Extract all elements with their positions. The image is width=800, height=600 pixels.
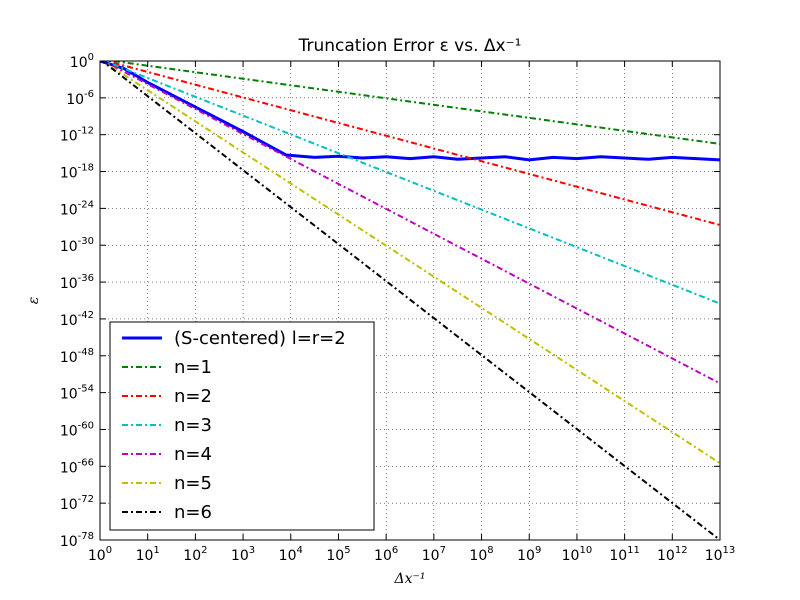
x-tick-label: 102 <box>183 545 207 564</box>
legend-label: (S-centered) l=r=2 <box>174 328 346 349</box>
x-tick-label: 109 <box>517 545 541 564</box>
legend-label: n=6 <box>174 502 212 523</box>
chart-title: Truncation Error ε vs. Δx⁻¹ <box>298 36 522 56</box>
legend-box <box>109 321 375 531</box>
series-line-n-5 <box>100 61 720 465</box>
x-tick-label: 104 <box>279 545 303 564</box>
x-tick-label: 1011 <box>609 545 640 564</box>
series-line-n-1 <box>105 61 720 145</box>
legend-label: n=5 <box>174 473 212 494</box>
y-tick-label: 10-6 <box>66 89 94 108</box>
series-line-s-centered <box>100 61 720 162</box>
y-tick-label: 10-36 <box>60 273 94 292</box>
x-tick-label: 1012 <box>657 545 688 564</box>
legend: (S-centered) l=r=2 n=1 n=2 n=3 n=4 n=5 n=6 <box>109 321 375 531</box>
x-tick-label: 100 <box>88 545 112 564</box>
y-tick-label: 10-72 <box>60 494 94 513</box>
x-tick-label: 107 <box>422 545 446 564</box>
y-tick-label: 10-30 <box>60 236 94 255</box>
legend-label: n=1 <box>174 357 212 378</box>
series-line-n-4 <box>101 61 720 385</box>
y-axis-label: ε <box>26 297 42 305</box>
y-tick-label: 10-18 <box>60 163 94 182</box>
ticks: 100 101 102 103 104 105 106 107 108 109 1010 1011 10… <box>60 52 735 564</box>
series-line-n-6 <box>100 61 720 540</box>
legend-label: n=4 <box>174 444 212 465</box>
series-lines <box>100 61 720 540</box>
x-tick-label: 1013 <box>705 545 736 564</box>
y-tick-label: 10-48 <box>60 347 94 366</box>
y-tick-label: 10-54 <box>60 384 94 403</box>
y-tick-label: 10-60 <box>60 420 94 439</box>
y-tick-label: 10-12 <box>60 126 94 145</box>
x-tick-label: 105 <box>326 545 350 564</box>
x-tick-label: 108 <box>469 545 493 564</box>
series-line-n-3 <box>101 61 720 305</box>
x-tick-label: 1010 <box>562 545 593 564</box>
y-tick-label: 10-66 <box>60 457 94 476</box>
x-axis-label: Δx⁻¹ <box>393 571 425 587</box>
y-tick-label: 10-42 <box>60 310 94 329</box>
y-tick-label: 100 <box>70 52 94 71</box>
series-line-n-2 <box>102 61 720 226</box>
y-tick-label: 10-78 <box>60 531 94 550</box>
x-tick-label: 106 <box>374 545 398 564</box>
x-tick-label: 103 <box>231 545 255 564</box>
plot-frame <box>99 60 721 541</box>
x-tick-label: 101 <box>136 545 160 564</box>
y-tick-label: 10-24 <box>60 199 94 218</box>
legend-label: n=2 <box>174 386 212 407</box>
legend-label: n=3 <box>174 415 212 436</box>
